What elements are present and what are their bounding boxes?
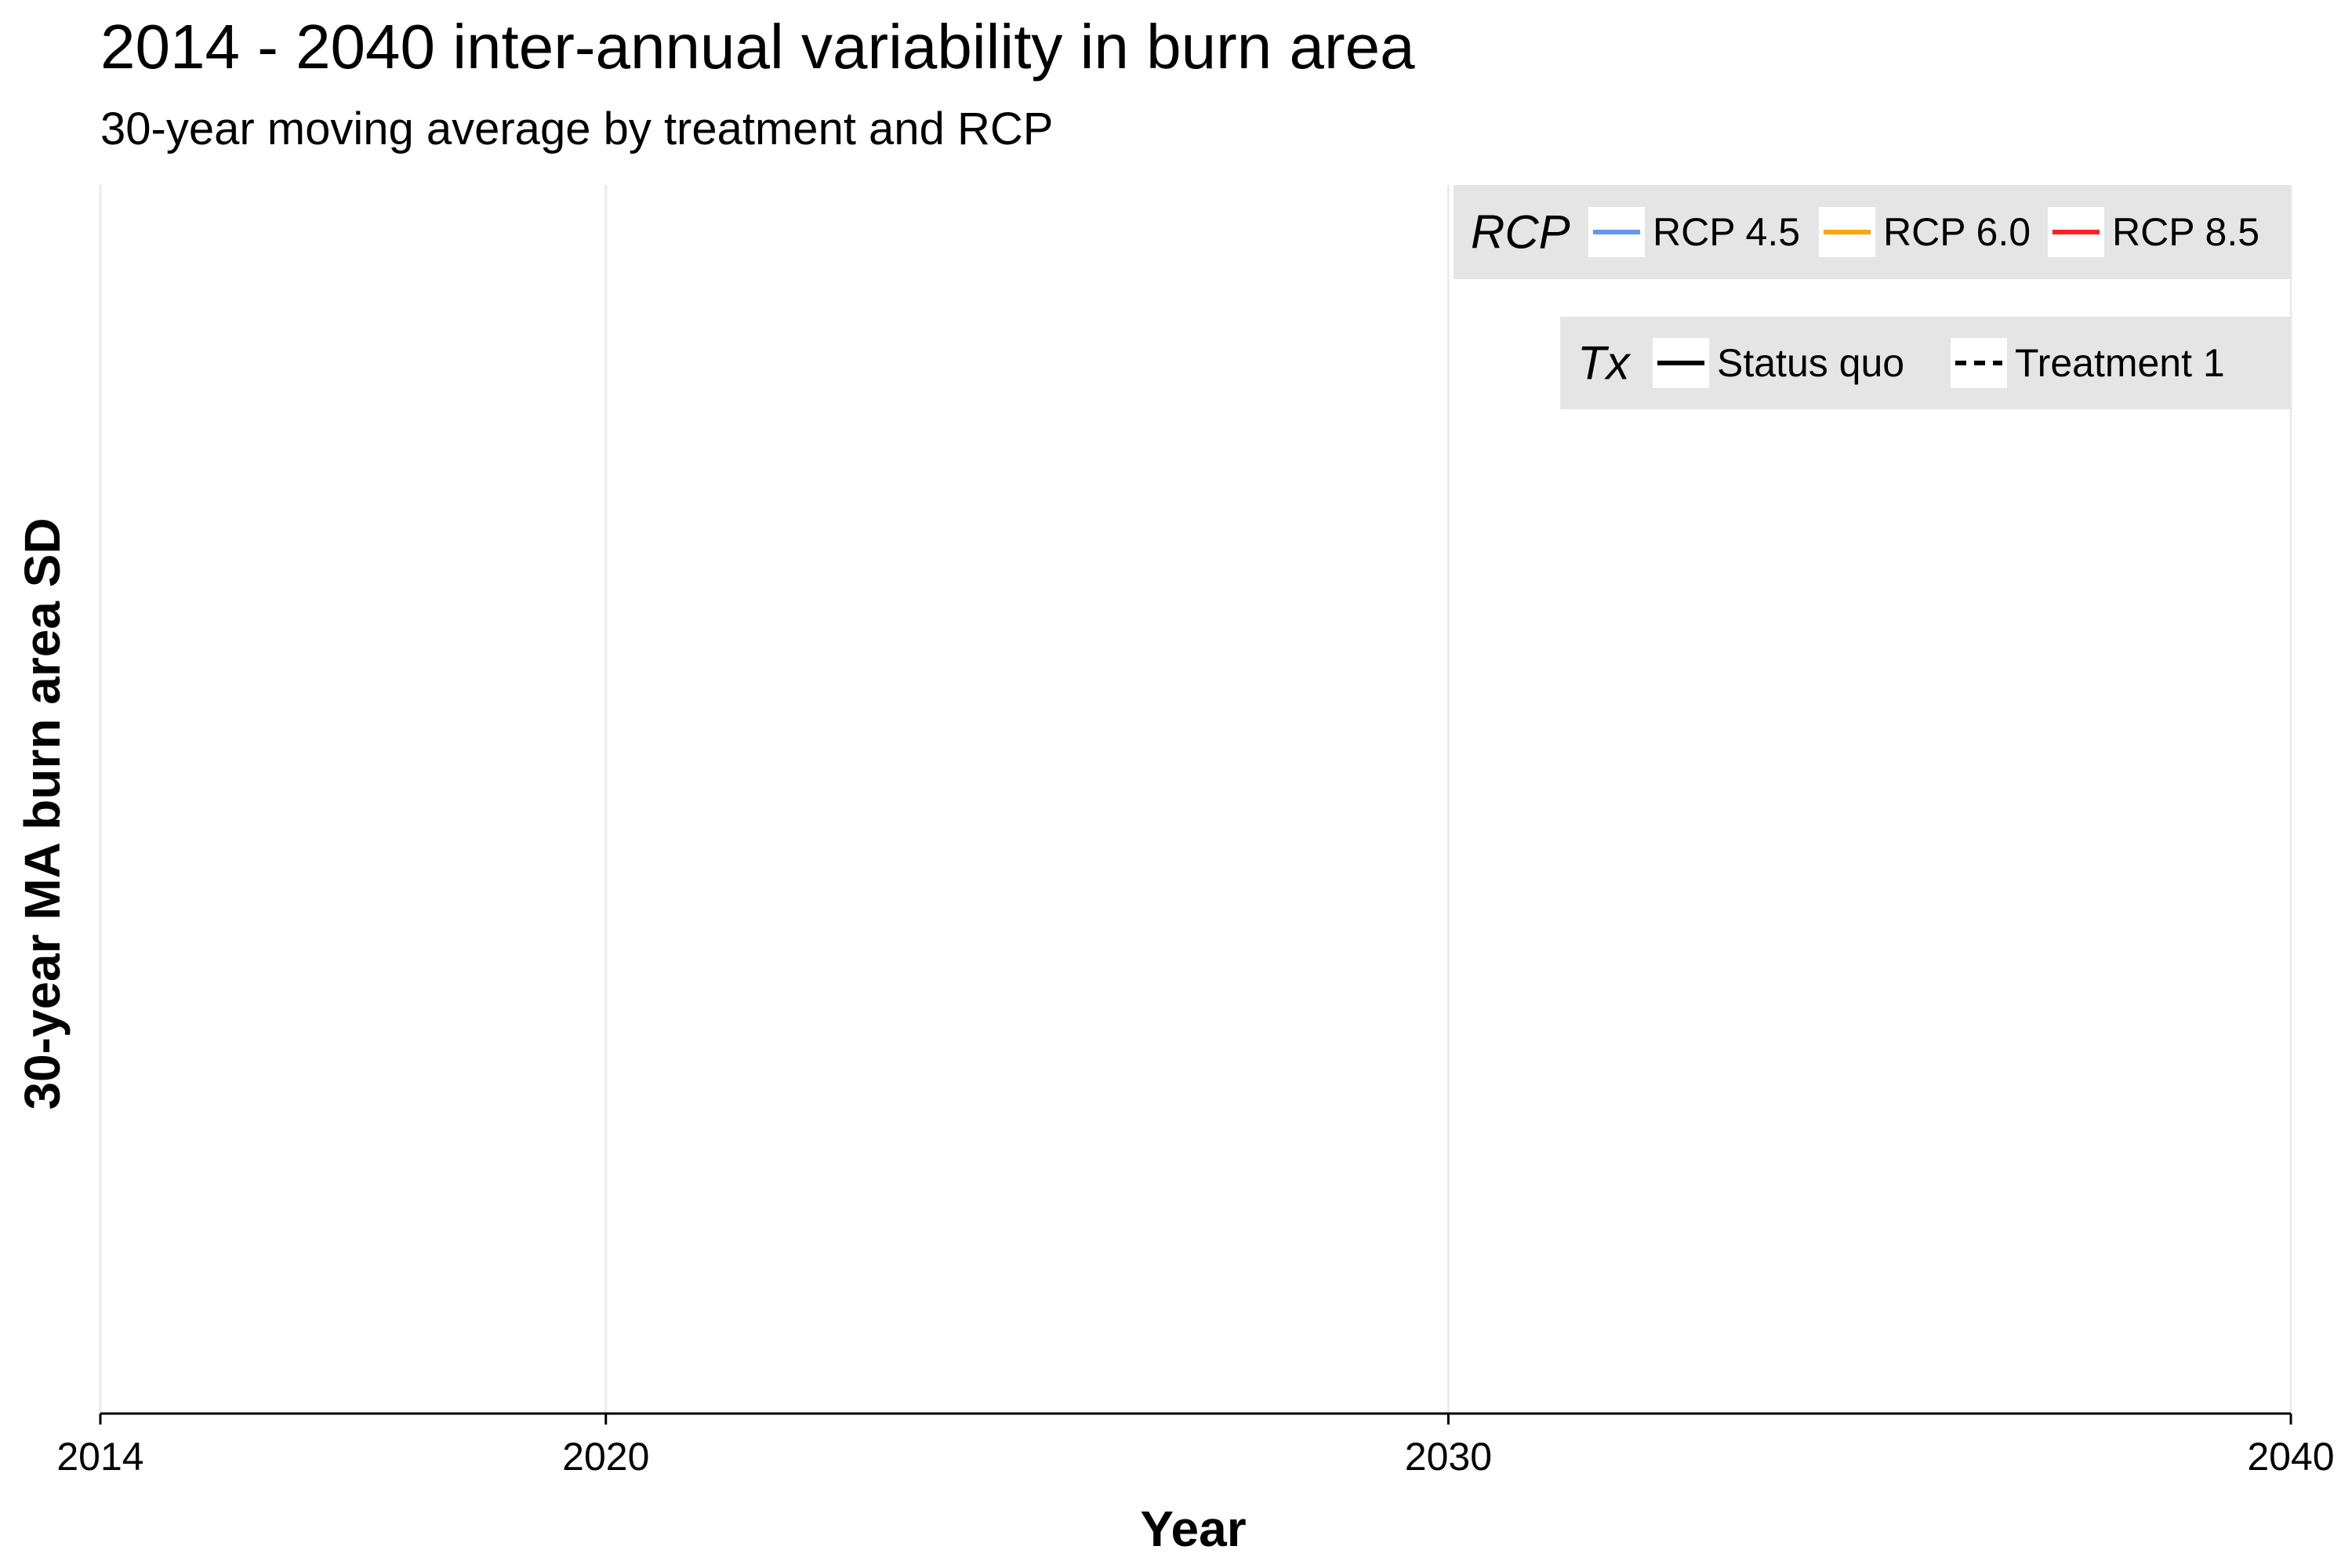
legend-label-rcp85: RCP 8.5 <box>2112 210 2260 254</box>
x-tick-label-2014: 2014 <box>56 1435 143 1479</box>
legend-rcp-title: RCP <box>1471 205 1570 259</box>
chart-subtitle: 30-year moving average by treatment and … <box>100 103 1054 154</box>
legend-key-rcp85 <box>2048 207 2104 257</box>
y-axis-label: 30-year MA burn area SD <box>14 517 71 1110</box>
legend-key-rcp45 <box>1588 207 1645 257</box>
legend-label-status-quo: Status quo <box>1717 341 1905 385</box>
legend-rcp: RCP RCP 4.5 RCP 6.0 RCP 8.5 <box>1454 185 2291 279</box>
legend-key-status-quo <box>1653 338 1709 388</box>
x-axis-label: Year <box>1140 1501 1247 1557</box>
legend-label-rcp45: RCP 4.5 <box>1653 210 1801 254</box>
x-tick-label-2020: 2020 <box>562 1435 649 1479</box>
legend-label-treatment-1: Treatment 1 <box>2015 341 2225 385</box>
x-axis-ticks: 2014 2020 2030 2040 <box>56 1414 2335 1479</box>
legend-tx-title: Tx <box>1577 336 1630 390</box>
gridlines <box>99 185 2292 1414</box>
legend-tx: Tx Status quo Treatment 1 <box>1560 317 2291 409</box>
x-tick-label-2030: 2030 <box>1405 1435 1492 1479</box>
x-tick-label-2040: 2040 <box>2247 1435 2334 1479</box>
chart-title: 2014 - 2040 inter-annual variability in … <box>100 12 1415 82</box>
legend-key-treatment-1 <box>1951 338 2007 388</box>
legend-key-rcp60 <box>1819 207 1875 257</box>
legend-label-rcp60: RCP 6.0 <box>1883 210 2031 254</box>
